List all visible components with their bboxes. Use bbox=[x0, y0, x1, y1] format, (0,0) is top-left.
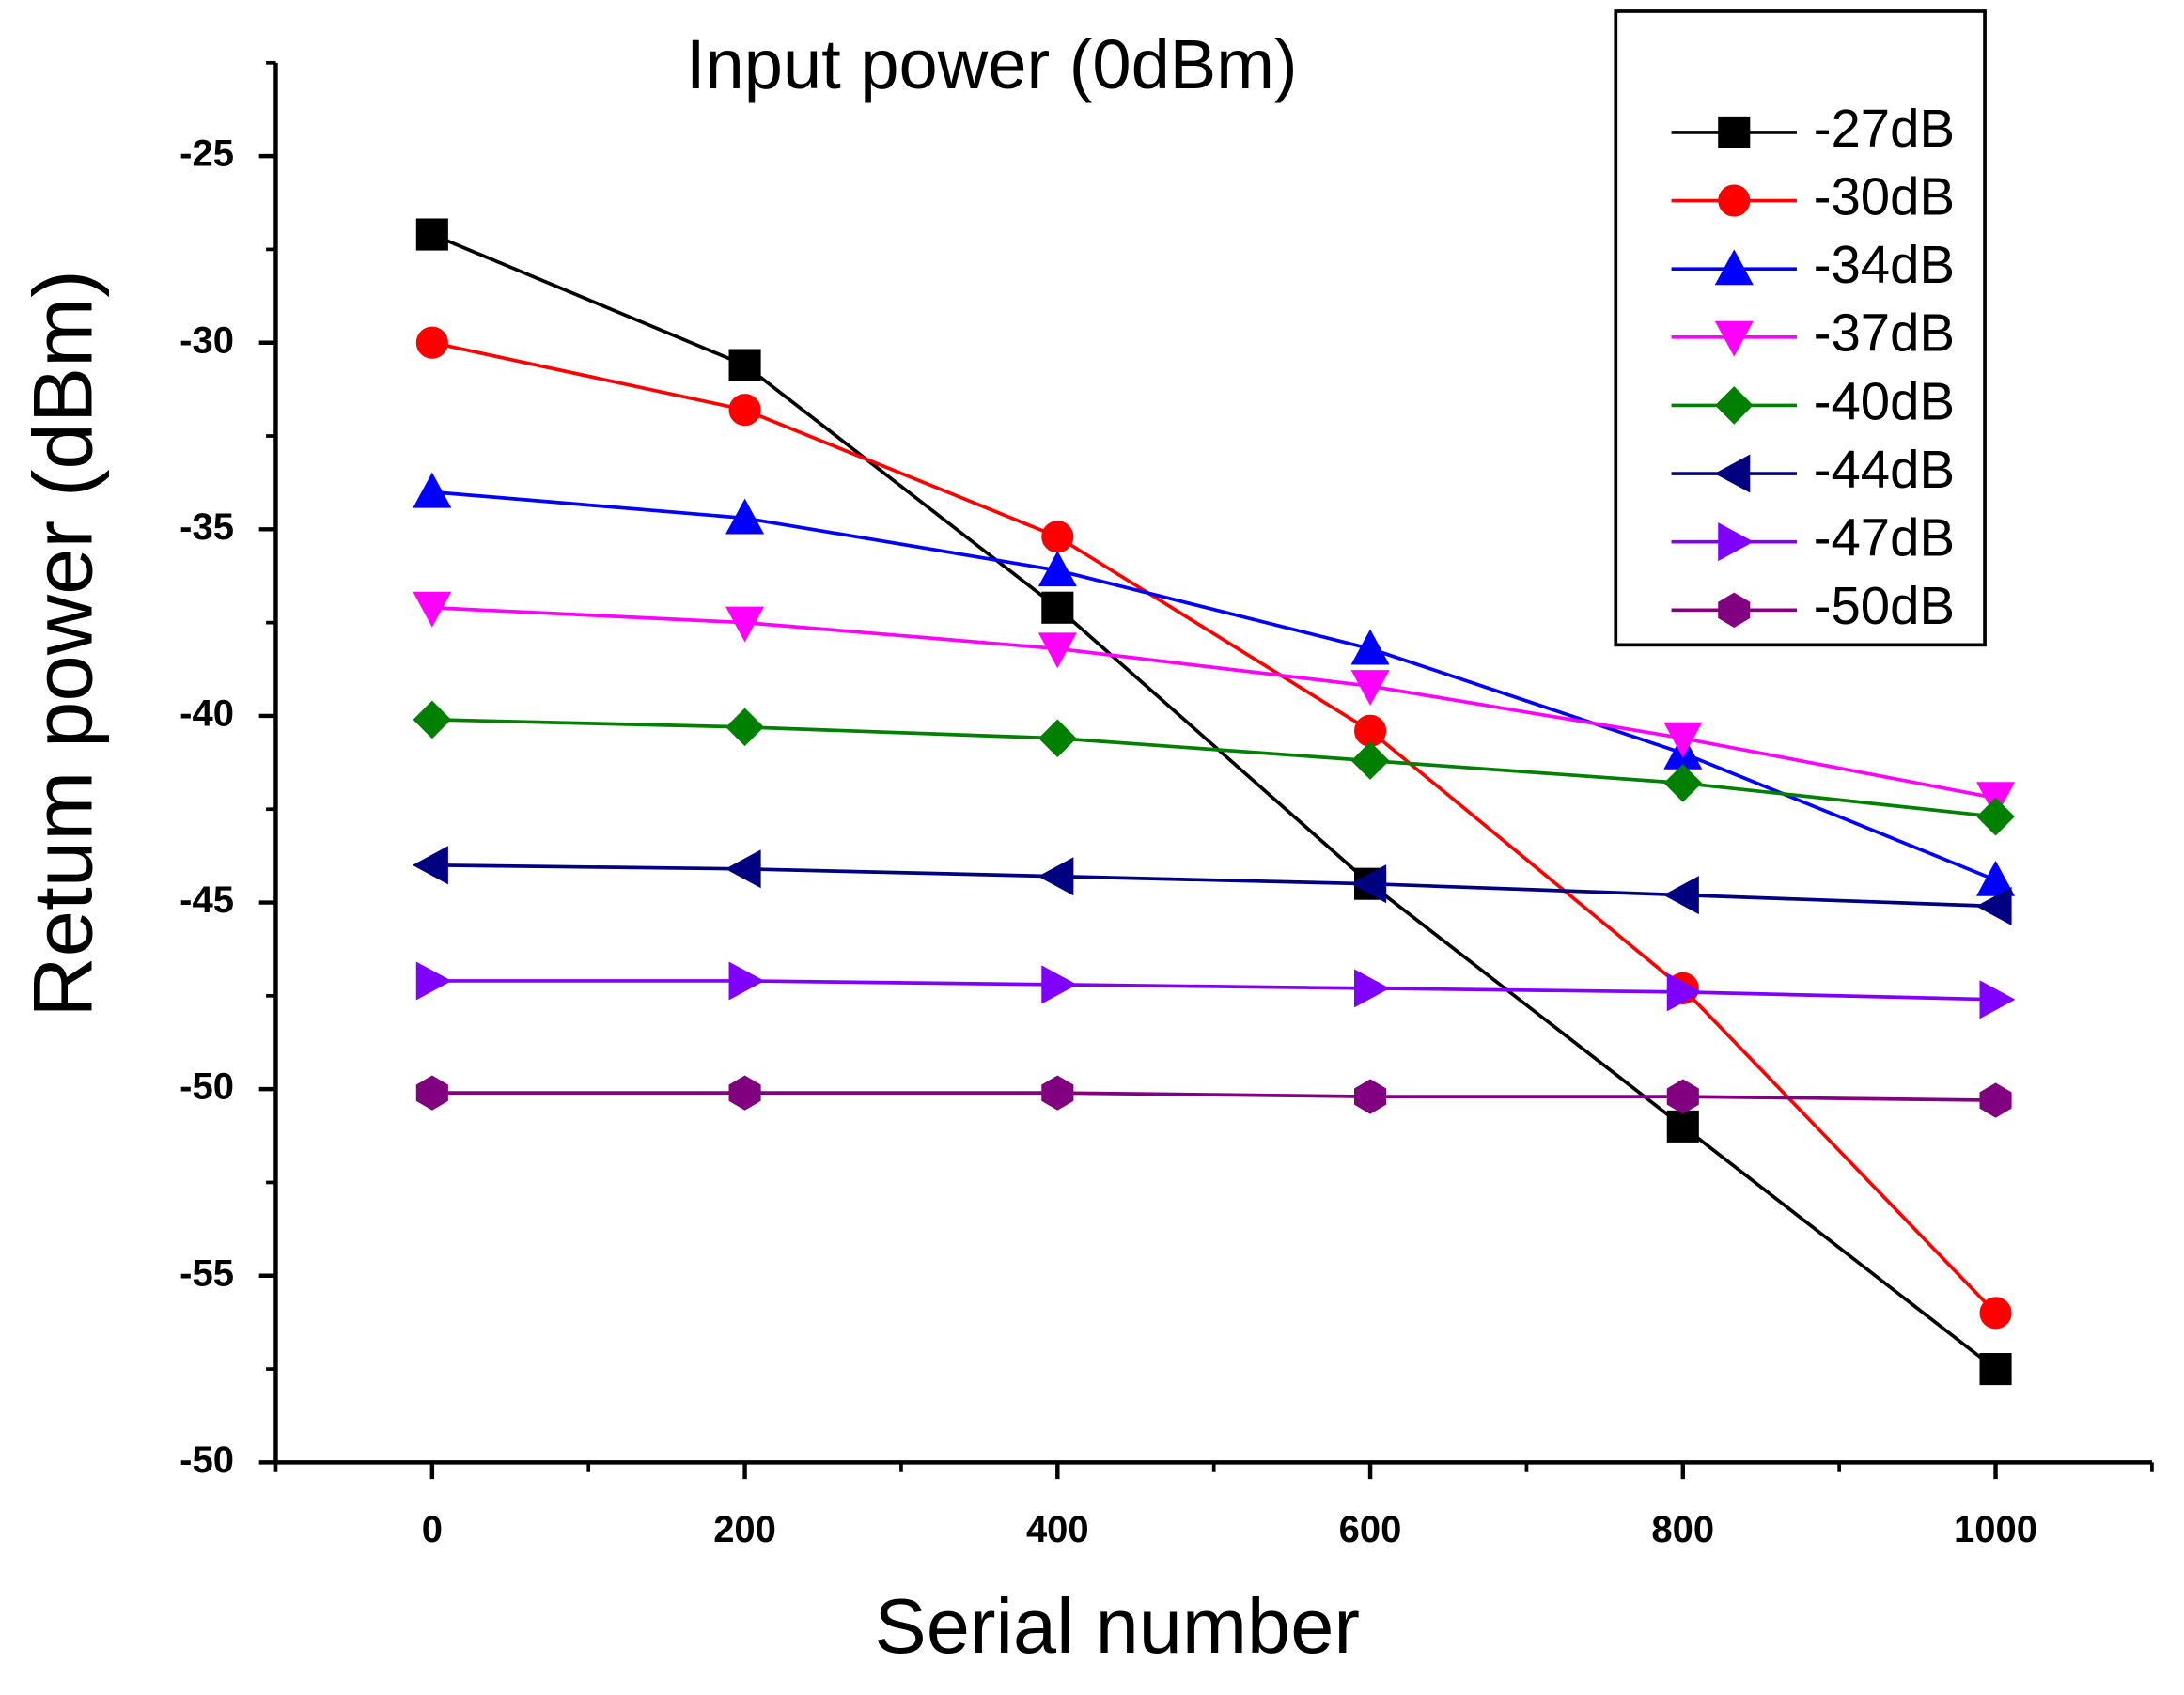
data-point bbox=[1976, 860, 2016, 896]
data-point bbox=[1666, 1079, 1699, 1114]
series-line bbox=[431, 979, 1996, 1002]
data-point bbox=[725, 498, 765, 535]
series-line bbox=[431, 340, 1997, 1314]
data-point bbox=[1354, 969, 1390, 1008]
data-point bbox=[728, 1075, 761, 1111]
series-line bbox=[431, 863, 1996, 909]
data-point bbox=[725, 606, 765, 643]
data-point bbox=[415, 961, 452, 1001]
data-point bbox=[1041, 591, 1074, 624]
data-point bbox=[1350, 629, 1390, 665]
legend-marker bbox=[1714, 454, 1751, 493]
legend-box bbox=[1614, 9, 1987, 647]
data-point bbox=[415, 218, 448, 251]
y-tick-label: -55 bbox=[179, 1252, 234, 1294]
data-point bbox=[1350, 864, 1387, 904]
chart-title: Input power (0dBm) bbox=[686, 25, 1298, 103]
data-point bbox=[1663, 764, 1703, 802]
data-point bbox=[1663, 722, 1703, 758]
legend-marker bbox=[1714, 249, 1754, 286]
series-line bbox=[431, 490, 1997, 882]
series-line bbox=[431, 605, 1996, 801]
data-point bbox=[1350, 741, 1390, 780]
x-tick-label: 600 bbox=[1339, 1509, 1402, 1550]
x-axis-label: Serial number bbox=[874, 1582, 1360, 1670]
data-point bbox=[725, 849, 761, 889]
x-tick-label: 0 bbox=[422, 1509, 443, 1550]
y-axis-label: Retum power (dBm) bbox=[17, 270, 110, 1017]
x-tick-label: 800 bbox=[1651, 1509, 1714, 1550]
y-tick-label: -45 bbox=[179, 879, 234, 921]
data-point bbox=[1041, 1075, 1074, 1111]
legend-label: -47dB bbox=[1814, 508, 1955, 568]
y-tick-label: -50 bbox=[179, 1439, 234, 1481]
legend-label: -37dB bbox=[1814, 303, 1955, 363]
legend-marker bbox=[1714, 320, 1754, 357]
data-point bbox=[413, 591, 452, 628]
y-tick-label: -25 bbox=[179, 133, 234, 175]
y-tick-label: -35 bbox=[179, 506, 234, 548]
legend-label: -30dB bbox=[1814, 166, 1955, 225]
data-point bbox=[1038, 719, 1077, 758]
y-tick-label: -30 bbox=[179, 319, 234, 361]
data-point bbox=[725, 708, 764, 747]
legend-marker bbox=[1718, 116, 1751, 148]
series-line bbox=[431, 1091, 1996, 1102]
series-line bbox=[431, 232, 1997, 1371]
data-point bbox=[415, 326, 448, 359]
data-point bbox=[1979, 1082, 2012, 1118]
legend-marker bbox=[1718, 592, 1751, 628]
data-point bbox=[728, 349, 761, 381]
data-point bbox=[1662, 876, 1699, 915]
x-tick-label: 400 bbox=[1026, 1509, 1089, 1550]
data-point bbox=[1037, 632, 1077, 669]
x-tick-label: 200 bbox=[713, 1509, 776, 1550]
data-point bbox=[1666, 1110, 1699, 1143]
data-point bbox=[728, 961, 765, 1001]
data-point bbox=[1979, 1353, 2012, 1386]
data-point bbox=[1037, 857, 1074, 896]
legend-label: -34dB bbox=[1814, 235, 1955, 294]
data-point bbox=[413, 846, 448, 885]
data-point bbox=[1350, 670, 1390, 706]
legend-marker bbox=[1714, 386, 1754, 425]
data-point bbox=[1979, 980, 2016, 1019]
legend-label: -27dB bbox=[1814, 99, 1955, 158]
data-point bbox=[1354, 714, 1387, 747]
data-point bbox=[1979, 1297, 2012, 1330]
data-point bbox=[1037, 551, 1077, 587]
data-point bbox=[1666, 972, 1703, 1012]
series-line bbox=[431, 718, 1996, 819]
legend-marker bbox=[1718, 522, 1755, 562]
legend-label: -40dB bbox=[1814, 371, 1955, 430]
legend-marker bbox=[1718, 184, 1751, 217]
legend-label: -50dB bbox=[1814, 576, 1955, 635]
data-point bbox=[413, 472, 452, 508]
data-point bbox=[1975, 887, 2012, 926]
data-point bbox=[1041, 965, 1078, 1004]
data-point bbox=[728, 394, 761, 427]
legend-label: -44dB bbox=[1814, 440, 1955, 499]
y-tick-label: -50 bbox=[179, 1066, 234, 1108]
data-point bbox=[415, 1075, 448, 1111]
data-point bbox=[1976, 797, 2015, 836]
data-point bbox=[413, 700, 452, 739]
x-tick-label: 1000 bbox=[1954, 1509, 2037, 1550]
data-point bbox=[1041, 521, 1074, 553]
y-tick-label: -40 bbox=[179, 693, 234, 735]
data-point bbox=[1354, 1079, 1387, 1114]
